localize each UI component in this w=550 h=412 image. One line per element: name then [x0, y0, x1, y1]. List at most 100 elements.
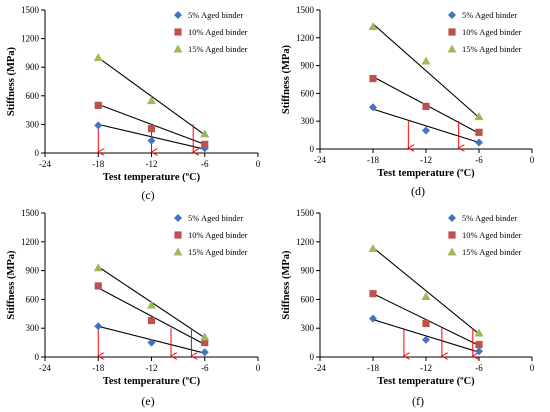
legend-entry: 10% Aged binder: [188, 230, 248, 240]
trend-line: [372, 108, 480, 144]
x-tick-label: 0: [530, 155, 535, 165]
legend-marker: [173, 247, 183, 256]
x-tick-label: -18: [367, 363, 379, 373]
legend-entry: 10% Aged binder: [462, 230, 522, 240]
data-point: [94, 101, 102, 109]
legend-marker: [448, 214, 456, 222]
chart-panel-3: -24 -18 -12 -6 0 0 300 600 900 1200 1500 Test tempe…: [281, 208, 535, 408]
x-tick-label: 0: [256, 159, 261, 169]
panel-label: (f): [412, 394, 424, 408]
y-tick-label: 1200: [296, 237, 315, 247]
data-point: [147, 125, 156, 133]
legend-marker: [174, 28, 182, 36]
legend-marker: [448, 231, 456, 239]
legend-marker: [447, 44, 457, 53]
data-point: [147, 136, 156, 145]
data-point: [368, 244, 378, 253]
legend-entry: 15% Aged binder: [462, 247, 522, 257]
x-tick-label: -6: [475, 363, 483, 373]
x-tick-label: -12: [146, 159, 158, 169]
legend-entry: 5% Aged binder: [462, 213, 517, 223]
y-tick-label: 300: [26, 323, 40, 333]
legend-entry: 15% Aged binder: [188, 247, 248, 257]
data-point: [94, 282, 102, 290]
y-tick-label: 1500: [21, 208, 40, 218]
trend-line: [372, 23, 480, 118]
data-point: [201, 339, 209, 347]
legend-marker: [448, 28, 456, 36]
y-axis-label: Stiffness (MPa): [281, 44, 292, 114]
x-tick-label: -6: [475, 155, 483, 165]
data-point: [369, 290, 377, 298]
x-tick-label: -6: [201, 159, 209, 169]
data-point: [475, 138, 483, 147]
data-point: [93, 263, 103, 272]
data-point: [200, 332, 210, 341]
y-tick-label: 900: [301, 266, 315, 276]
data-point: [369, 74, 377, 83]
y-tick-label: 0: [35, 352, 40, 362]
y-tick-label: 300: [26, 119, 40, 129]
data-point: [369, 314, 377, 323]
x-tick-label: -6: [201, 363, 209, 373]
data-point: [474, 112, 484, 121]
y-tick-label: 300: [301, 323, 315, 333]
x-tick-label: 0: [256, 363, 261, 373]
data-point: [421, 56, 431, 65]
data-point: [422, 126, 430, 135]
data-point: [422, 319, 430, 327]
y-tick-label: 1500: [21, 5, 40, 15]
data-point: [475, 340, 483, 349]
data-point: [422, 335, 430, 344]
y-tick-label: 0: [310, 352, 315, 362]
legend-entry: 10% Aged binder: [462, 27, 522, 37]
legend-entry: 5% Aged binder: [188, 213, 243, 223]
data-point: [200, 129, 210, 138]
trend-line: [97, 287, 206, 346]
y-axis-label: Stiffness (MPa): [281, 250, 292, 320]
x-tick-label: -12: [420, 155, 432, 165]
legend-marker: [448, 11, 456, 19]
panel-label: (c): [141, 188, 154, 202]
y-tick-label: 900: [26, 62, 40, 72]
data-point: [475, 347, 483, 356]
x-tick-label: -24: [314, 155, 326, 165]
x-axis-label: Test temperature (ºC): [377, 168, 475, 179]
data-point: [422, 102, 430, 110]
y-axis-label: Stiffness (MPa): [6, 46, 17, 116]
data-point: [147, 300, 156, 309]
y-tick-label: 1200: [21, 34, 40, 44]
data-point: [369, 103, 377, 112]
legend-marker: [174, 214, 182, 222]
y-tick-label: 600: [26, 91, 40, 101]
x-tick-label: -24: [39, 159, 51, 169]
legend-entry: 15% Aged binder: [462, 44, 522, 54]
trend-line: [372, 293, 480, 346]
data-point: [368, 22, 378, 31]
x-axis-label: Test temperature (ºC): [103, 376, 201, 387]
chart-panel-1: -24 -18 -12 -6 0 0 300 600 900 1200 1500 Test tempe…: [281, 5, 535, 198]
data-point: [94, 121, 103, 130]
x-tick-label: -18: [367, 155, 379, 165]
trend-line: [98, 103, 205, 145]
data-point: [421, 292, 431, 301]
legend-entry: 10% Aged binder: [188, 27, 248, 37]
y-tick-label: 1200: [21, 237, 40, 247]
chart-panel-0: -24 -18 -12 -6 0 0 300 600 900 1200 1500 Test tempe…: [6, 5, 261, 202]
data-point: [200, 348, 209, 357]
legend-marker: [174, 11, 182, 19]
x-tick-label: 0: [530, 363, 535, 373]
data-point: [147, 316, 156, 325]
legend-marker: [174, 231, 182, 239]
y-tick-label: 600: [301, 88, 315, 98]
y-tick-label: 0: [310, 144, 315, 154]
y-axis-label: Stiffness (MPa): [6, 250, 17, 320]
data-point: [147, 96, 156, 105]
x-tick-label: -24: [314, 363, 326, 373]
data-point: [94, 322, 103, 331]
x-axis-label: Test temperature (ºC): [103, 172, 201, 183]
y-tick-label: 900: [301, 61, 315, 71]
y-tick-label: 300: [301, 116, 315, 126]
y-tick-label: 900: [26, 266, 40, 276]
